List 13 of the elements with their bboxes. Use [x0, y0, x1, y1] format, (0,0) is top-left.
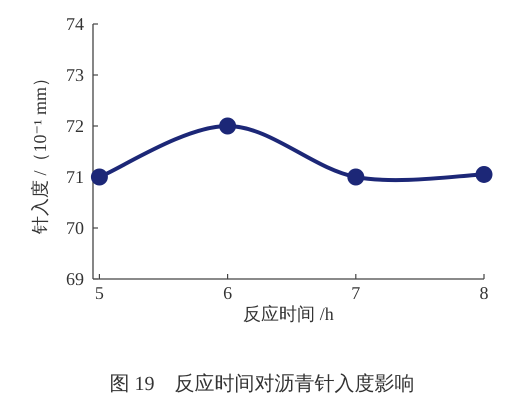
y-tick-label: 73	[66, 65, 84, 85]
y-tick-label: 69	[66, 269, 84, 289]
y-tick-label: 74	[66, 14, 84, 34]
y-tick-label: 70	[66, 218, 84, 238]
caption: 图 19 反应时间对沥青针入度影响	[110, 373, 414, 395]
x-axis-title: 反应时间 /h	[243, 304, 334, 324]
x-tick-label: 6	[223, 283, 232, 303]
x-tick-label: 8	[480, 283, 488, 303]
y-tick-label: 72	[66, 116, 84, 136]
x-tick-label: 7	[351, 283, 360, 303]
y-axis-title: 针入度 /（10⁻¹ mm）	[30, 69, 50, 234]
y-tick-label: 71	[66, 167, 84, 187]
x-tick-label: 5	[94, 283, 104, 303]
